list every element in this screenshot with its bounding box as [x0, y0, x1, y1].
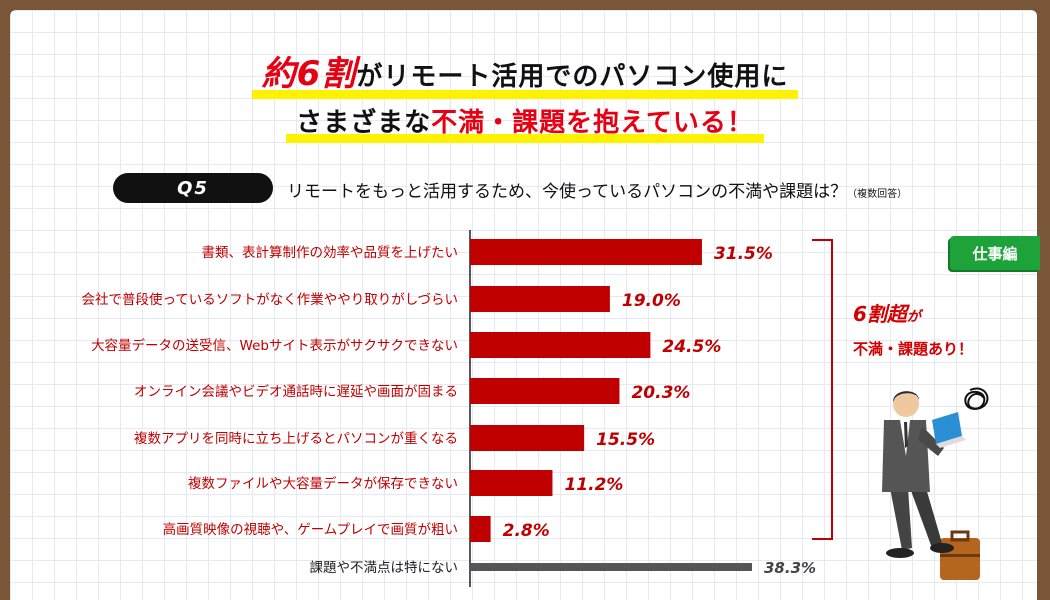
laptop-icon — [932, 412, 966, 448]
headline-line-2: さまざまな不満・課題を抱えている！ — [0, 102, 1050, 143]
bar-3 — [470, 332, 651, 358]
question-text: リモートをもっと活用するため、今使っているパソコンの不満や課題は？（複数回答） — [287, 177, 907, 202]
category-label-6: 複数ファイルや大容量データが保存できない — [188, 475, 458, 492]
value-label-6: 11.2% — [564, 475, 623, 495]
bar-1 — [470, 239, 702, 265]
category-badge: 仕事編 — [950, 236, 1040, 270]
headline-highlight: 約6割 — [261, 54, 357, 94]
category-label-3: 大容量データの送受信、Webサイト表示がサクサクできない — [91, 337, 458, 354]
category-label-5: 複数アプリを同時に立ち上げるとパソコンが重くなる — [134, 430, 458, 447]
category-label-4: オンライン会議やビデオ通話時に遅延や画面が固まる — [134, 383, 458, 400]
category-label-2: 会社で普段使っているソフトがなく作業ややり取りがしづらい — [81, 291, 458, 308]
bar-5 — [470, 425, 585, 451]
bar-8 — [470, 563, 752, 571]
category-label-7: 高画質映像の視聴や、ゲームプレイで画質が粗い — [163, 521, 458, 538]
question-tag: Q5 — [113, 173, 273, 203]
value-label-7: 2.8% — [503, 521, 550, 541]
value-label-4: 20.3% — [631, 383, 690, 403]
bar-2 — [470, 286, 610, 312]
briefcase-icon — [940, 530, 980, 580]
value-label-3: 24.5% — [662, 337, 721, 357]
bar-7 — [470, 516, 491, 542]
callout-sub: 不満・課題あり！ — [853, 340, 974, 358]
callout-main: 6割超が — [853, 298, 921, 327]
headline-line-1: 約6割がリモート活用でのパソコン使用に — [0, 46, 1050, 99]
question-body: リモートをもっと活用するため、今使っているパソコンの不満や課題は？ — [287, 182, 848, 202]
category-label-1: 書類、表計算制作の効率や品質を上げたい — [202, 244, 459, 261]
headline-text-2: さまざまな — [296, 108, 432, 138]
bar-6 — [470, 470, 553, 496]
value-label-1: 31.5% — [714, 244, 773, 264]
bar-4 — [470, 378, 620, 404]
value-label-5: 15.5% — [596, 430, 655, 450]
bar-chart: 書類、表計算制作の効率や品質を上げたい 31.5% 会社で普段使っているソフトがなく… — [81, 230, 833, 587]
callout-suffix: が — [906, 309, 921, 325]
category-label-8: 課題や不満点は特にない — [310, 560, 459, 576]
frustration-scribble-icon — [964, 387, 989, 410]
group-bracket — [812, 239, 833, 540]
value-label-2: 19.0% — [622, 291, 681, 311]
value-label-8: 38.3% — [764, 559, 816, 577]
question-note: （複数回答） — [847, 189, 908, 200]
headline-highlight-2: 不満・課題を抱えている！ — [431, 108, 754, 138]
headline-text: がリモート活用でのパソコン使用に — [356, 62, 789, 92]
businessman-illustration — [882, 387, 989, 580]
callout-main-text: 6割超 — [853, 302, 907, 326]
